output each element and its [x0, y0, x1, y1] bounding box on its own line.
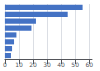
svg-text:40: 40 [57, 61, 65, 68]
svg-text:50: 50 [71, 61, 79, 68]
svg-text:10: 10 [15, 61, 23, 68]
svg-text:0: 0 [3, 61, 7, 68]
svg-text:60: 60 [85, 61, 93, 68]
svg-text:20: 20 [29, 61, 37, 68]
svg-text:30: 30 [43, 61, 51, 68]
